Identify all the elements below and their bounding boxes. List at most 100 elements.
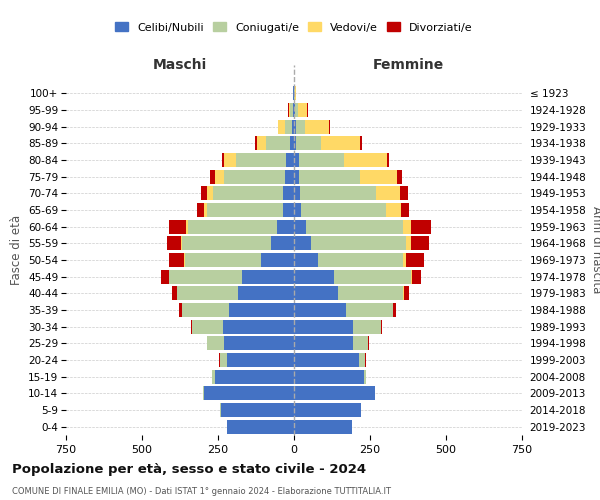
Bar bbox=[401, 203, 409, 217]
Y-axis label: Anni di nascita: Anni di nascita bbox=[590, 206, 600, 294]
Bar bbox=[207, 336, 208, 350]
Bar bbox=[294, 420, 352, 434]
Bar bbox=[238, 286, 294, 300]
Bar bbox=[295, 103, 298, 117]
Bar bbox=[294, 403, 361, 417]
Bar bbox=[294, 220, 306, 234]
Bar bbox=[292, 120, 294, 134]
Bar bbox=[294, 203, 301, 217]
Bar bbox=[293, 103, 294, 117]
Bar bbox=[403, 286, 404, 300]
Bar bbox=[201, 186, 208, 200]
Bar bbox=[289, 103, 290, 117]
Bar bbox=[224, 336, 294, 350]
Bar bbox=[177, 286, 238, 300]
Bar bbox=[290, 103, 293, 117]
Bar bbox=[288, 103, 289, 117]
Bar bbox=[397, 170, 402, 183]
Bar bbox=[236, 153, 286, 167]
Bar bbox=[286, 153, 294, 167]
Text: Maschi: Maschi bbox=[153, 58, 207, 71]
Bar bbox=[294, 286, 338, 300]
Legend: Celibi/Nubili, Coniugati/e, Vedovi/e, Divorziati/e: Celibi/Nubili, Coniugati/e, Vedovi/e, Di… bbox=[112, 19, 476, 36]
Bar bbox=[208, 186, 214, 200]
Bar bbox=[191, 320, 192, 334]
Bar bbox=[205, 386, 294, 400]
Bar bbox=[294, 236, 311, 250]
Bar bbox=[298, 103, 307, 117]
Bar bbox=[329, 120, 330, 134]
Bar bbox=[197, 203, 205, 217]
Bar bbox=[290, 136, 294, 150]
Bar bbox=[299, 170, 360, 183]
Bar bbox=[411, 236, 429, 250]
Bar bbox=[242, 270, 294, 284]
Bar bbox=[294, 253, 319, 267]
Bar bbox=[167, 236, 181, 250]
Bar bbox=[296, 136, 321, 150]
Bar bbox=[353, 320, 380, 334]
Bar bbox=[338, 286, 403, 300]
Bar bbox=[208, 203, 283, 217]
Text: Popolazione per età, sesso e stato civile - 2024: Popolazione per età, sesso e stato civil… bbox=[12, 462, 366, 475]
Bar bbox=[360, 170, 397, 183]
Bar bbox=[181, 236, 182, 250]
Bar bbox=[296, 120, 305, 134]
Bar bbox=[403, 253, 406, 267]
Bar bbox=[295, 86, 296, 101]
Bar bbox=[220, 353, 227, 367]
Bar bbox=[411, 270, 412, 284]
Bar bbox=[374, 386, 376, 400]
Bar bbox=[214, 186, 283, 200]
Bar bbox=[283, 203, 294, 217]
Bar bbox=[182, 236, 271, 250]
Bar bbox=[294, 353, 359, 367]
Bar bbox=[321, 136, 360, 150]
Bar bbox=[360, 136, 362, 150]
Bar bbox=[293, 86, 294, 101]
Bar bbox=[306, 220, 403, 234]
Bar bbox=[169, 220, 186, 234]
Bar bbox=[404, 286, 409, 300]
Bar bbox=[205, 203, 208, 217]
Bar bbox=[284, 120, 292, 134]
Bar bbox=[220, 403, 221, 417]
Bar bbox=[334, 270, 411, 284]
Bar bbox=[169, 270, 242, 284]
Bar bbox=[271, 236, 294, 250]
Bar bbox=[212, 370, 215, 384]
Bar bbox=[368, 336, 369, 350]
Bar bbox=[311, 236, 406, 250]
Bar bbox=[223, 320, 294, 334]
Bar bbox=[221, 153, 224, 167]
Bar bbox=[192, 320, 223, 334]
Bar bbox=[283, 186, 294, 200]
Bar bbox=[376, 186, 400, 200]
Bar bbox=[364, 370, 367, 384]
Bar bbox=[294, 103, 295, 117]
Bar bbox=[224, 153, 236, 167]
Bar bbox=[412, 270, 421, 284]
Bar bbox=[179, 303, 182, 317]
Bar bbox=[215, 370, 294, 384]
Bar bbox=[294, 336, 353, 350]
Bar bbox=[380, 320, 382, 334]
Bar bbox=[203, 386, 205, 400]
Bar bbox=[172, 286, 177, 300]
Bar bbox=[224, 170, 285, 183]
Bar bbox=[277, 220, 294, 234]
Bar bbox=[294, 303, 346, 317]
Bar bbox=[278, 120, 284, 134]
Bar bbox=[386, 203, 401, 217]
Bar bbox=[307, 103, 308, 117]
Text: Femmine: Femmine bbox=[373, 58, 443, 71]
Bar bbox=[294, 136, 296, 150]
Bar bbox=[411, 220, 431, 234]
Bar bbox=[294, 370, 364, 384]
Bar bbox=[294, 386, 374, 400]
Bar bbox=[215, 170, 224, 183]
Bar bbox=[256, 136, 257, 150]
Bar bbox=[208, 336, 224, 350]
Bar bbox=[294, 153, 299, 167]
Bar bbox=[260, 253, 294, 267]
